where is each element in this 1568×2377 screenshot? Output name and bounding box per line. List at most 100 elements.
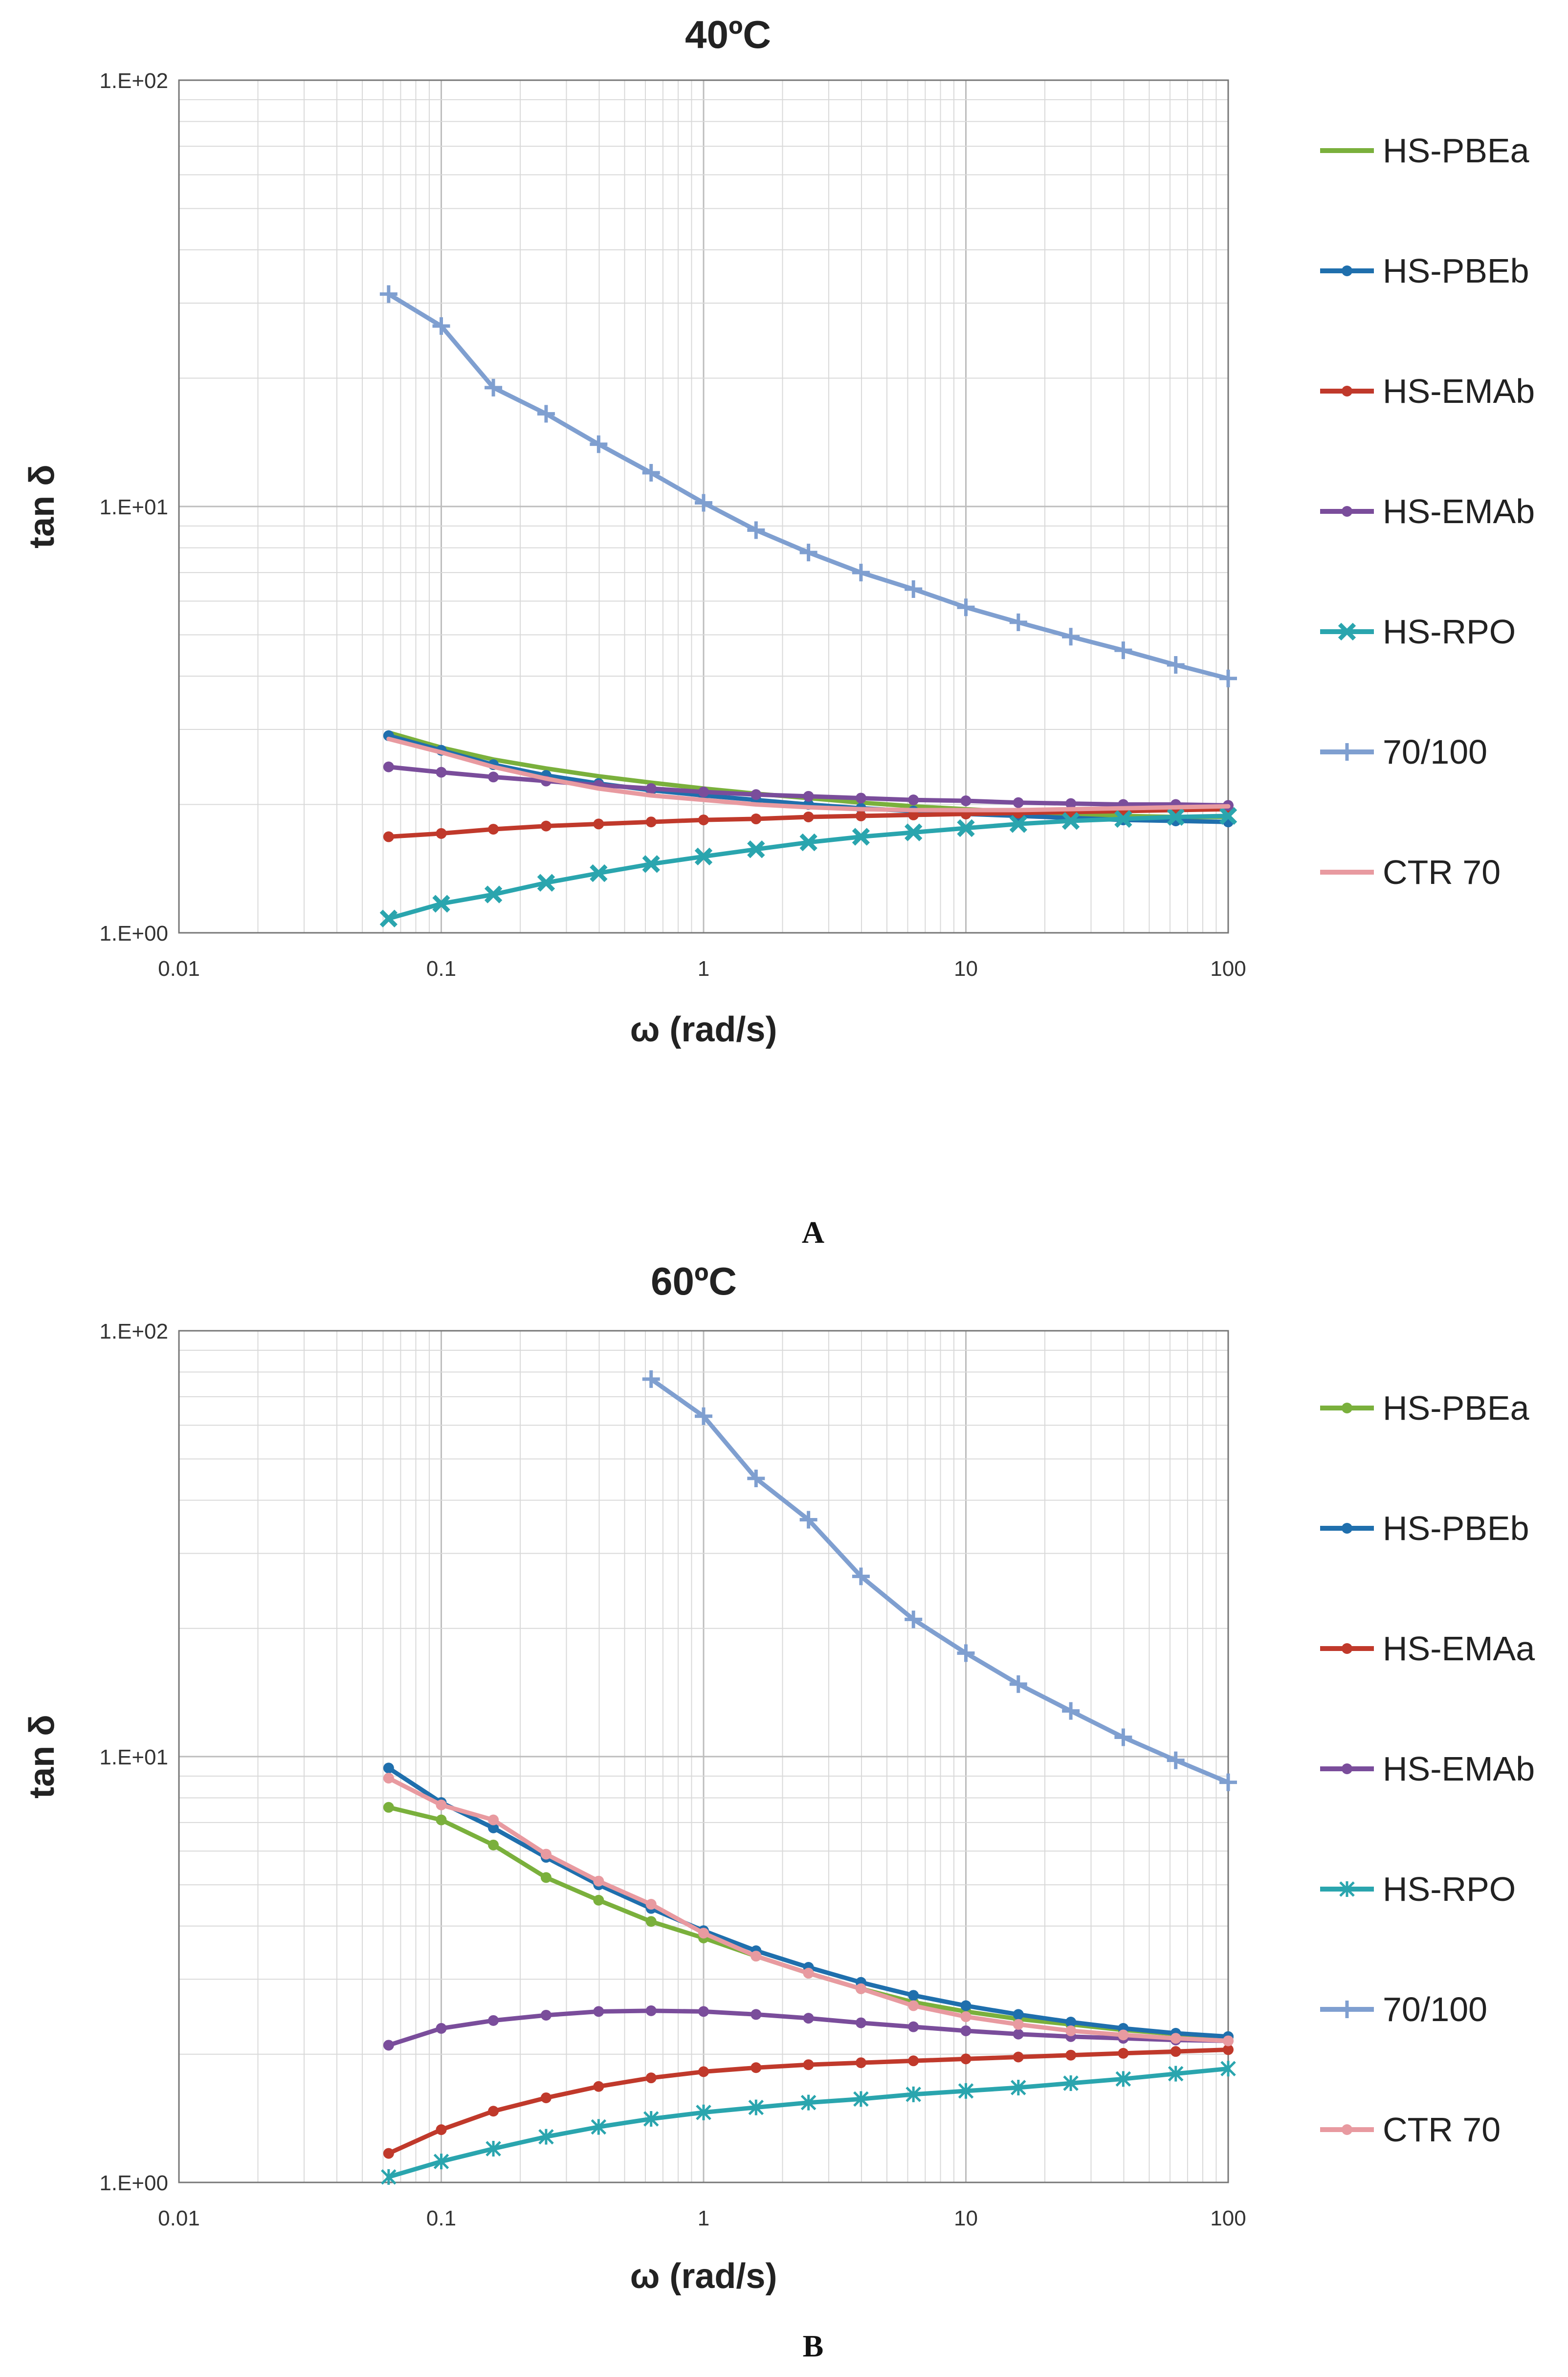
data-point — [852, 564, 870, 582]
plot-area-a — [178, 79, 1229, 934]
data-point — [436, 828, 447, 839]
legend-marker — [1338, 622, 1356, 641]
x-tick-label: 100 — [1210, 957, 1246, 981]
data-point — [747, 521, 765, 539]
data-point — [642, 1370, 660, 1388]
data-point — [593, 1894, 604, 1906]
data-point — [1009, 815, 1028, 833]
data-point — [908, 2000, 919, 2011]
legend-label: HS-PBEb — [1383, 252, 1529, 290]
data-point — [436, 1799, 447, 1810]
data-point — [645, 1916, 657, 1927]
series-layer-a — [379, 285, 1237, 928]
data-point — [488, 2106, 499, 2117]
data-point — [957, 819, 975, 837]
data-point — [1065, 2017, 1077, 2028]
data-point — [488, 771, 499, 783]
x-tick-label: 1 — [698, 2206, 709, 2230]
data-point — [751, 2062, 762, 2073]
x-tick-label: 100 — [1210, 2206, 1246, 2230]
legend-marker — [1339, 1881, 1355, 1897]
legend-marker — [1342, 1403, 1352, 1413]
y-tick-label: 1.E+02 — [99, 1320, 168, 1343]
legend-entry: CTR 70 — [1320, 2111, 1501, 2149]
y-axis-title-a: tan δ — [22, 464, 62, 549]
legend-marker — [1342, 1523, 1352, 1534]
data-point — [645, 2072, 657, 2084]
data-point — [905, 1610, 923, 1629]
data-point — [643, 2111, 659, 2127]
data-point — [747, 840, 765, 858]
data-point — [590, 864, 608, 882]
legend-label: HS-PBEa — [1383, 1389, 1529, 1427]
legend-label: HS-PBEa — [1383, 132, 1529, 170]
data-point — [1115, 2071, 1131, 2087]
data-point — [855, 810, 866, 821]
data-point — [1009, 1675, 1027, 1693]
data-point — [593, 2006, 604, 2017]
data-point — [751, 789, 762, 800]
data-point — [960, 2000, 972, 2011]
legend-marker — [1342, 386, 1352, 396]
data-point — [645, 783, 657, 794]
data-point — [855, 792, 866, 804]
x-tick-label: 10 — [954, 957, 978, 981]
legend-label: 70/100 — [1383, 1990, 1487, 2028]
series-70-100 — [642, 1370, 1237, 1791]
data-point — [1114, 1728, 1132, 1746]
data-point — [433, 2154, 449, 2170]
data-point — [488, 2015, 499, 2026]
data-point — [852, 1567, 870, 1585]
ticks-a: 0.01 0.1 1 10 100 1.E+00 1.E+01 1.E+02 — [99, 69, 1246, 981]
legend-b: HS-PBEa HS-PBEb HS-EMAa HS-EMAb HS-RPO 70/100… — [1320, 1389, 1535, 2149]
data-point — [540, 820, 552, 832]
legend-entry: HS-RPO — [1320, 1870, 1516, 1908]
data-point — [645, 2005, 657, 2016]
x-tick-label: 0.01 — [158, 2206, 200, 2230]
data-point — [383, 2148, 394, 2159]
y-tick-label: 1.E+01 — [99, 495, 168, 519]
series-hs-emab — [383, 2005, 1234, 2051]
data-point — [1223, 2035, 1234, 2047]
data-point — [488, 1822, 499, 1833]
data-point — [748, 2099, 764, 2115]
data-point — [593, 2081, 604, 2092]
data-point — [803, 2013, 814, 2024]
data-point — [645, 816, 657, 828]
legend-entry: 70/100 — [1320, 1990, 1487, 2028]
legend-label: HS-RPO — [1383, 613, 1516, 651]
data-point — [1219, 807, 1237, 825]
data-point — [958, 2083, 974, 2099]
data-point — [1065, 798, 1077, 809]
data-point — [1013, 2019, 1024, 2030]
data-point — [1063, 2075, 1079, 2091]
data-point — [800, 2094, 817, 2111]
series-hs-rpo — [379, 807, 1237, 928]
data-point — [540, 2009, 552, 2021]
legend-label: HS-EMAb — [1383, 1750, 1535, 1788]
legend-label: CTR 70 — [1383, 2111, 1501, 2149]
data-point — [698, 1928, 709, 1939]
chart-title-a: 40ºC — [685, 13, 771, 56]
data-point — [1168, 2066, 1184, 2082]
data-point — [642, 855, 660, 873]
legend-a: HS-PBEa HS-PBEb HS-EMAb HS-EMAb HS-RPO 70/100… — [1320, 132, 1535, 891]
data-point — [593, 1875, 604, 1887]
data-point — [1013, 2028, 1024, 2040]
y-tick-label: 1.E+01 — [99, 1745, 168, 1769]
legend-entry: 70/100 — [1320, 733, 1487, 771]
legend-marker — [1342, 1643, 1352, 1654]
x-axis-title-b: ω (rad/s) — [630, 2257, 777, 2296]
data-point — [1219, 669, 1237, 687]
data-point — [1118, 2029, 1129, 2041]
data-point — [853, 2091, 869, 2107]
y-tick-label: 1.E+02 — [99, 69, 168, 93]
series-hs-emab — [383, 804, 1234, 842]
y-tick-label: 1.E+00 — [99, 922, 168, 946]
data-point — [799, 833, 817, 852]
series-line — [386, 736, 1231, 813]
data-point — [698, 2006, 709, 2017]
legend-marker — [1342, 506, 1352, 517]
data-point — [751, 1951, 762, 1962]
